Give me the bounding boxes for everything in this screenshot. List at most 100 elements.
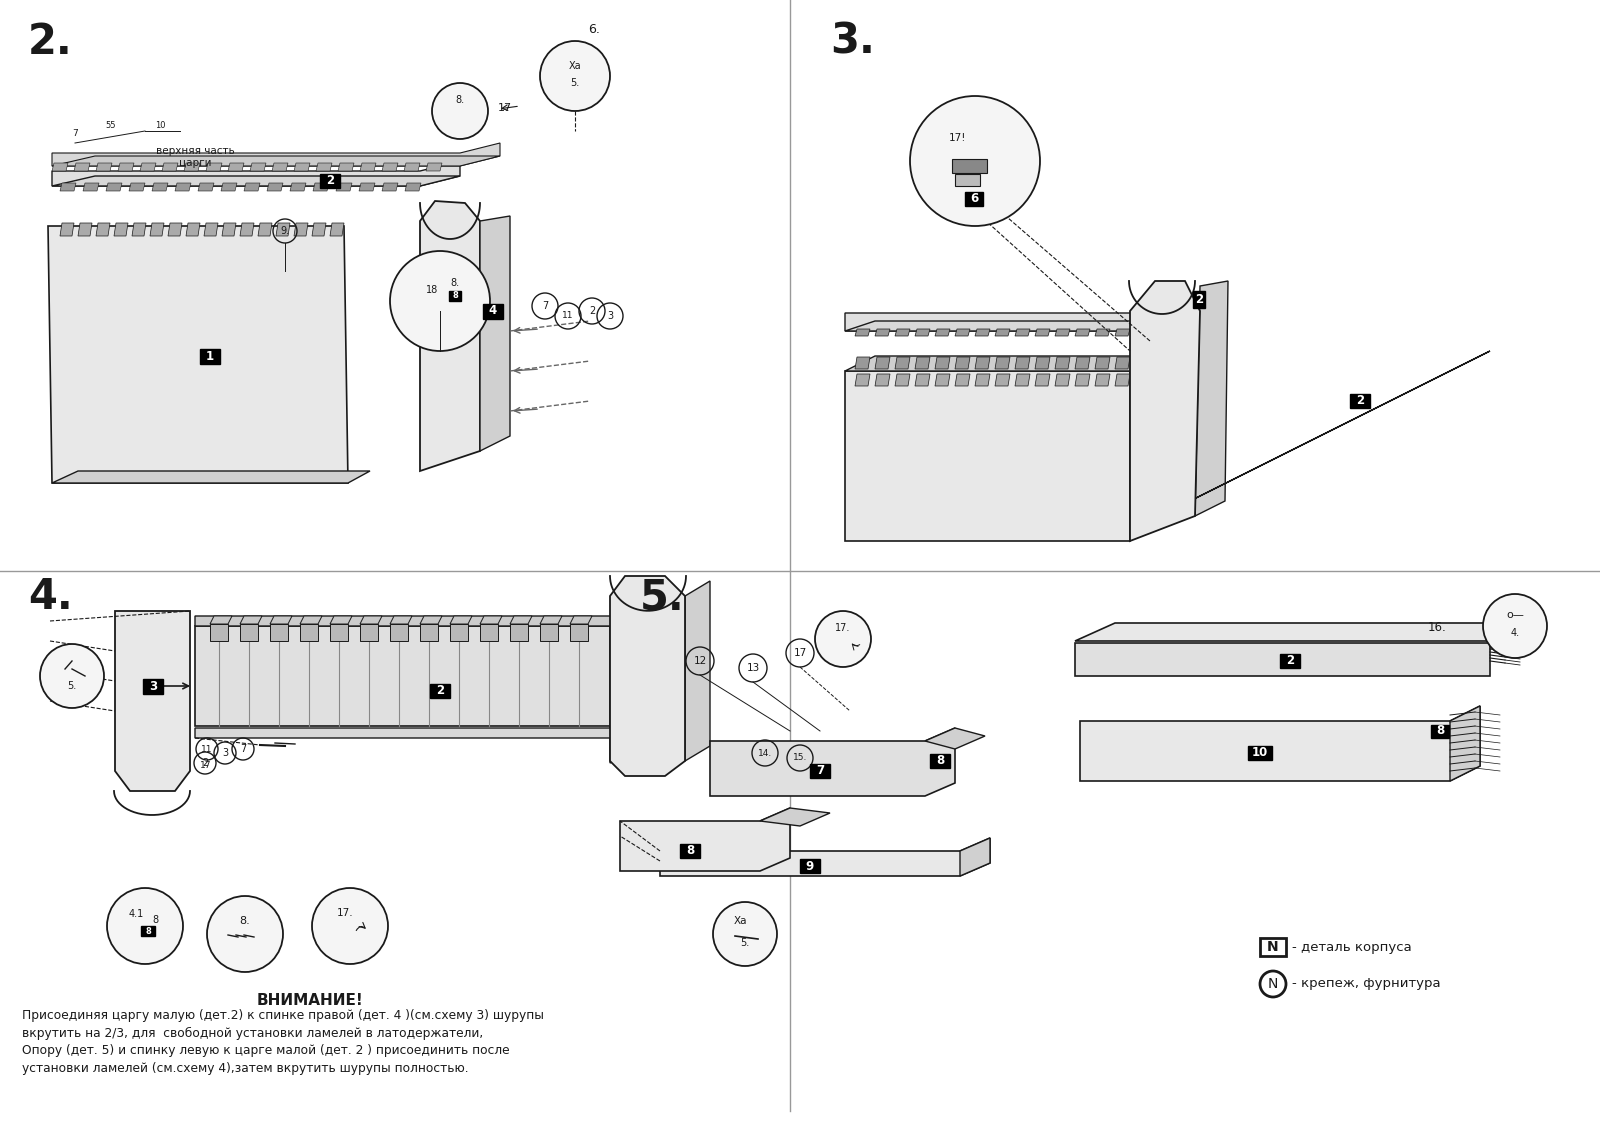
Polygon shape	[1035, 374, 1050, 386]
Polygon shape	[198, 183, 214, 191]
Polygon shape	[131, 223, 146, 236]
Polygon shape	[270, 616, 291, 624]
Polygon shape	[330, 624, 349, 641]
Polygon shape	[115, 611, 190, 791]
Polygon shape	[854, 357, 870, 369]
FancyBboxPatch shape	[680, 844, 701, 858]
Polygon shape	[710, 728, 955, 796]
Polygon shape	[1054, 329, 1070, 336]
Text: 11: 11	[202, 744, 213, 753]
Polygon shape	[152, 183, 168, 191]
Text: 10: 10	[1251, 746, 1269, 760]
Polygon shape	[301, 616, 322, 624]
Polygon shape	[1035, 357, 1050, 369]
Text: 5.: 5.	[741, 938, 750, 948]
Polygon shape	[141, 163, 157, 171]
Text: 2: 2	[1286, 655, 1294, 667]
Polygon shape	[541, 616, 562, 624]
Text: Присоединяя царгу малую (дет.2) к спинке правой (дет. 4 )(см.схему 3) шурупы
вкр: Присоединяя царгу малую (дет.2) к спинке…	[22, 1009, 544, 1074]
Polygon shape	[272, 163, 288, 171]
Polygon shape	[570, 624, 589, 641]
Polygon shape	[480, 616, 502, 624]
Polygon shape	[51, 143, 499, 166]
FancyBboxPatch shape	[1248, 746, 1272, 760]
Text: 18: 18	[426, 285, 438, 295]
Polygon shape	[1014, 357, 1030, 369]
Polygon shape	[955, 357, 970, 369]
Circle shape	[814, 611, 870, 667]
Polygon shape	[685, 581, 710, 761]
Polygon shape	[1075, 329, 1090, 336]
Text: 17: 17	[498, 103, 512, 113]
FancyBboxPatch shape	[430, 684, 450, 698]
Polygon shape	[336, 183, 352, 191]
Polygon shape	[240, 616, 262, 624]
Polygon shape	[955, 374, 970, 386]
Polygon shape	[240, 624, 258, 641]
Text: 17.: 17.	[336, 908, 354, 918]
Polygon shape	[74, 163, 90, 171]
Polygon shape	[301, 624, 318, 641]
FancyBboxPatch shape	[1280, 654, 1299, 668]
Polygon shape	[1195, 280, 1229, 516]
Polygon shape	[114, 223, 128, 236]
Polygon shape	[338, 163, 354, 171]
Polygon shape	[894, 357, 910, 369]
Polygon shape	[106, 183, 122, 191]
Polygon shape	[317, 163, 333, 171]
Text: 8.: 8.	[240, 916, 250, 926]
Polygon shape	[854, 374, 870, 386]
Polygon shape	[845, 307, 1190, 331]
Polygon shape	[510, 616, 531, 624]
Text: 5.: 5.	[570, 78, 579, 88]
Polygon shape	[480, 216, 510, 451]
Text: 8: 8	[936, 754, 944, 768]
Text: 3: 3	[222, 748, 229, 758]
FancyBboxPatch shape	[200, 348, 221, 363]
Polygon shape	[229, 163, 243, 171]
Text: 2: 2	[589, 307, 595, 316]
FancyBboxPatch shape	[320, 174, 339, 188]
Polygon shape	[270, 624, 288, 641]
Text: 4.: 4.	[1510, 628, 1520, 638]
Polygon shape	[250, 163, 266, 171]
Polygon shape	[210, 616, 232, 624]
Polygon shape	[382, 163, 398, 171]
Circle shape	[40, 644, 104, 708]
Polygon shape	[419, 616, 442, 624]
Text: 8: 8	[686, 845, 694, 857]
Polygon shape	[1130, 280, 1200, 541]
Text: Xa: Xa	[568, 61, 581, 71]
Polygon shape	[1054, 374, 1070, 386]
Polygon shape	[480, 624, 498, 641]
Polygon shape	[51, 470, 370, 483]
Circle shape	[910, 96, 1040, 226]
Text: 5.: 5.	[67, 681, 77, 691]
Text: 8: 8	[152, 915, 158, 925]
Text: - крепеж, фурнитура: - крепеж, фурнитура	[1293, 977, 1440, 991]
Text: 2: 2	[1355, 395, 1365, 407]
Polygon shape	[294, 163, 310, 171]
Polygon shape	[610, 576, 685, 776]
Text: 8: 8	[453, 292, 458, 301]
Polygon shape	[854, 329, 870, 336]
Polygon shape	[358, 183, 374, 191]
Polygon shape	[1450, 706, 1480, 782]
Polygon shape	[360, 616, 382, 624]
Text: N: N	[1267, 940, 1278, 955]
Polygon shape	[78, 223, 93, 236]
Polygon shape	[974, 329, 990, 336]
Text: 10: 10	[155, 121, 165, 130]
Polygon shape	[894, 374, 910, 386]
Polygon shape	[48, 226, 349, 483]
Polygon shape	[312, 223, 326, 236]
FancyBboxPatch shape	[810, 765, 830, 778]
Polygon shape	[390, 624, 408, 641]
Polygon shape	[222, 223, 237, 236]
Polygon shape	[1035, 329, 1050, 336]
Polygon shape	[925, 728, 986, 749]
Polygon shape	[845, 321, 1190, 331]
Polygon shape	[168, 223, 182, 236]
Polygon shape	[934, 374, 950, 386]
Polygon shape	[330, 616, 352, 624]
